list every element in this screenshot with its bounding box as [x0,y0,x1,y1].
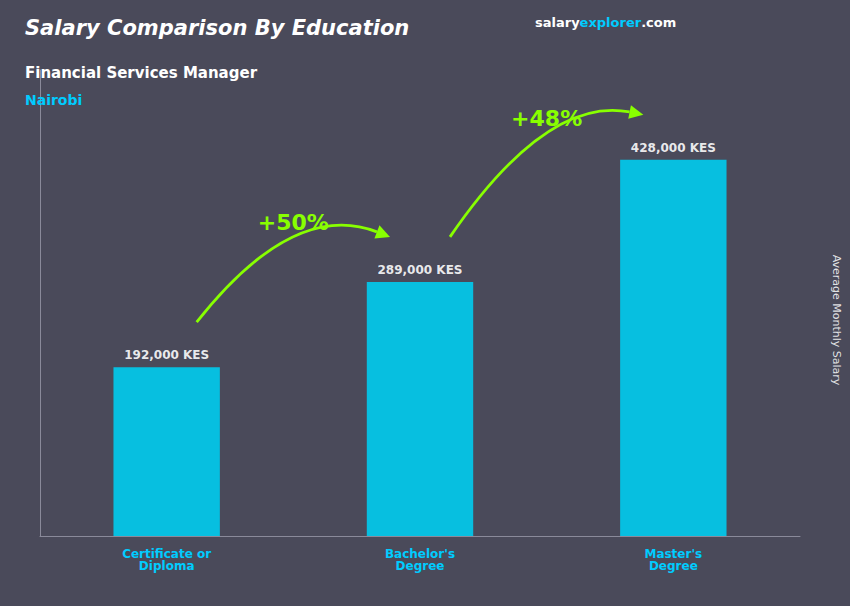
svg-text:Bachelor's: Bachelor's [384,547,456,561]
svg-text:explorer: explorer [580,15,642,30]
svg-text:Degree: Degree [649,559,698,573]
svg-text:salary: salary [535,15,580,30]
svg-text:Financial Services Manager: Financial Services Manager [25,64,258,82]
svg-text:192,000 KES: 192,000 KES [124,348,209,362]
svg-text:289,000 KES: 289,000 KES [378,263,463,277]
svg-text:Master's: Master's [644,547,703,561]
svg-text:+50%: +50% [258,210,329,235]
svg-text:+48%: +48% [511,106,582,131]
svg-text:Nairobi: Nairobi [25,92,82,108]
svg-text:Certificate or: Certificate or [122,547,212,561]
svg-text:Diploma: Diploma [139,559,195,573]
svg-text:Average Monthly Salary: Average Monthly Salary [830,255,843,386]
svg-text:428,000 KES: 428,000 KES [631,141,716,155]
svg-text:Salary Comparison By Education: Salary Comparison By Education [25,16,409,40]
svg-text:.com: .com [641,15,676,30]
svg-text:Degree: Degree [396,559,445,573]
